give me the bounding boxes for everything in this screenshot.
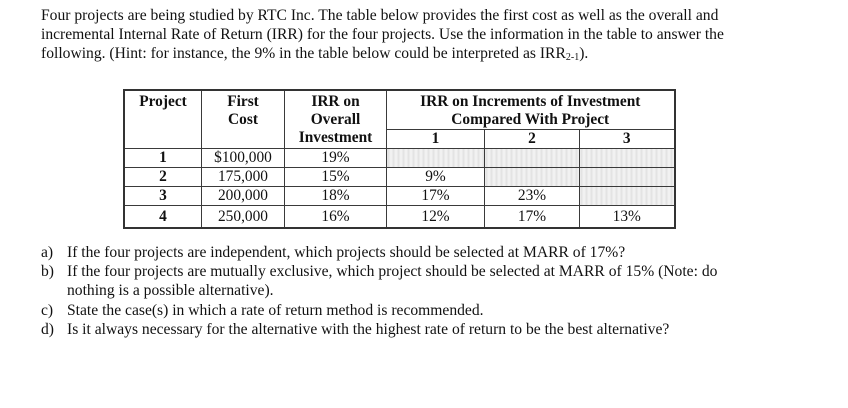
header-irr-overall: IRR on Overall Investment bbox=[284, 89, 387, 149]
irr-subscript: 2-1 bbox=[565, 52, 580, 63]
cell-project: 2 bbox=[123, 167, 202, 187]
table-row: 1 $100,000 19% bbox=[123, 148, 675, 168]
cell-first-cost: $100,000 bbox=[201, 148, 285, 168]
intro-line-3-text: following. (Hint: for instance, the 9% i… bbox=[41, 45, 566, 62]
header-first-cost-line2: Cost bbox=[228, 111, 258, 128]
cell-inc-3 bbox=[579, 186, 675, 206]
header-project: Project bbox=[123, 89, 202, 149]
cell-project: 4 bbox=[123, 205, 202, 229]
question-label: b) bbox=[41, 263, 54, 280]
cell-inc-2: 23% bbox=[484, 186, 580, 206]
header-irr-overall-line1: IRR on bbox=[311, 93, 360, 110]
table-row: 4 250,000 16% 12% 17% 13% bbox=[123, 205, 675, 229]
cell-inc-1: 9% bbox=[386, 167, 485, 187]
cell-inc-2 bbox=[484, 148, 580, 168]
header-compared-3: 3 bbox=[579, 129, 675, 149]
question-label: c) bbox=[41, 302, 54, 319]
header-first-cost-line1: First bbox=[227, 93, 259, 110]
question-text: Is it always necessary for the alternati… bbox=[67, 321, 670, 338]
cell-inc-3 bbox=[579, 148, 675, 168]
header-incremental-irr: IRR on Increments of Investment Compared… bbox=[386, 89, 675, 130]
question-b: b) If the four projects are mutually exc… bbox=[41, 262, 831, 300]
header-compared-2: 2 bbox=[484, 129, 580, 149]
cell-first-cost: 175,000 bbox=[201, 167, 285, 187]
header-first-cost: First Cost bbox=[201, 89, 285, 149]
cell-inc-1: 12% bbox=[386, 205, 485, 229]
question-text: If the four projects are independent, wh… bbox=[67, 244, 626, 261]
cell-inc-1: 17% bbox=[386, 186, 485, 206]
cell-irr-overall: 15% bbox=[284, 167, 387, 187]
cell-irr-overall: 16% bbox=[284, 205, 387, 229]
intro-line-1: Four projects are being studied by RTC I… bbox=[41, 7, 719, 24]
cell-project: 3 bbox=[123, 186, 202, 206]
question-d: d) Is it always necessary for the altern… bbox=[41, 320, 831, 339]
cell-inc-2: 17% bbox=[484, 205, 580, 229]
cell-irr-overall: 18% bbox=[284, 186, 387, 206]
question-a: a) If the four projects are independent,… bbox=[41, 243, 831, 262]
intro-line-3: following. (Hint: for instance, the 9% i… bbox=[41, 44, 831, 63]
header-compared-1: 1 bbox=[386, 129, 485, 149]
question-text-line2: nothing is a possible alternative). bbox=[67, 282, 274, 299]
question-text: State the case(s) in which a rate of ret… bbox=[67, 302, 484, 319]
cell-irr-overall: 19% bbox=[284, 148, 387, 168]
question-label: a) bbox=[41, 244, 54, 261]
question-list: a) If the four projects are independent,… bbox=[41, 243, 831, 339]
cell-inc-3: 13% bbox=[579, 205, 675, 229]
cell-first-cost: 200,000 bbox=[201, 186, 285, 206]
header-incremental-line2: Compared With Project bbox=[451, 111, 610, 128]
table-row: 3 200,000 18% 17% 23% bbox=[123, 186, 675, 206]
intro-line-2: incremental Internal Rate of Return (IRR… bbox=[41, 26, 724, 43]
header-irr-overall-line2: Overall bbox=[310, 111, 361, 128]
question-text: If the four projects are mutually exclus… bbox=[67, 262, 831, 300]
header-irr-overall-line3: Investment bbox=[298, 129, 373, 146]
cell-inc-3 bbox=[579, 167, 675, 187]
header-project-label: Project bbox=[139, 93, 187, 110]
problem-statement: Four projects are being studied by RTC I… bbox=[41, 6, 831, 63]
question-c: c) State the case(s) in which a rate of … bbox=[41, 301, 831, 320]
question-text-line1: If the four projects are mutually exclus… bbox=[67, 263, 718, 280]
table-row: 2 175,000 15% 9% bbox=[123, 167, 675, 187]
cell-inc-1 bbox=[386, 148, 485, 168]
cell-inc-2 bbox=[484, 167, 580, 187]
cell-project: 1 bbox=[123, 148, 202, 168]
header-incremental-line1: IRR on Increments of Investment bbox=[420, 93, 641, 110]
cell-first-cost: 250,000 bbox=[201, 205, 285, 229]
question-label: d) bbox=[41, 321, 54, 338]
intro-line-3-end: ). bbox=[579, 45, 589, 62]
irr-table: Project First Cost IRR on Overall Invest… bbox=[123, 89, 676, 229]
